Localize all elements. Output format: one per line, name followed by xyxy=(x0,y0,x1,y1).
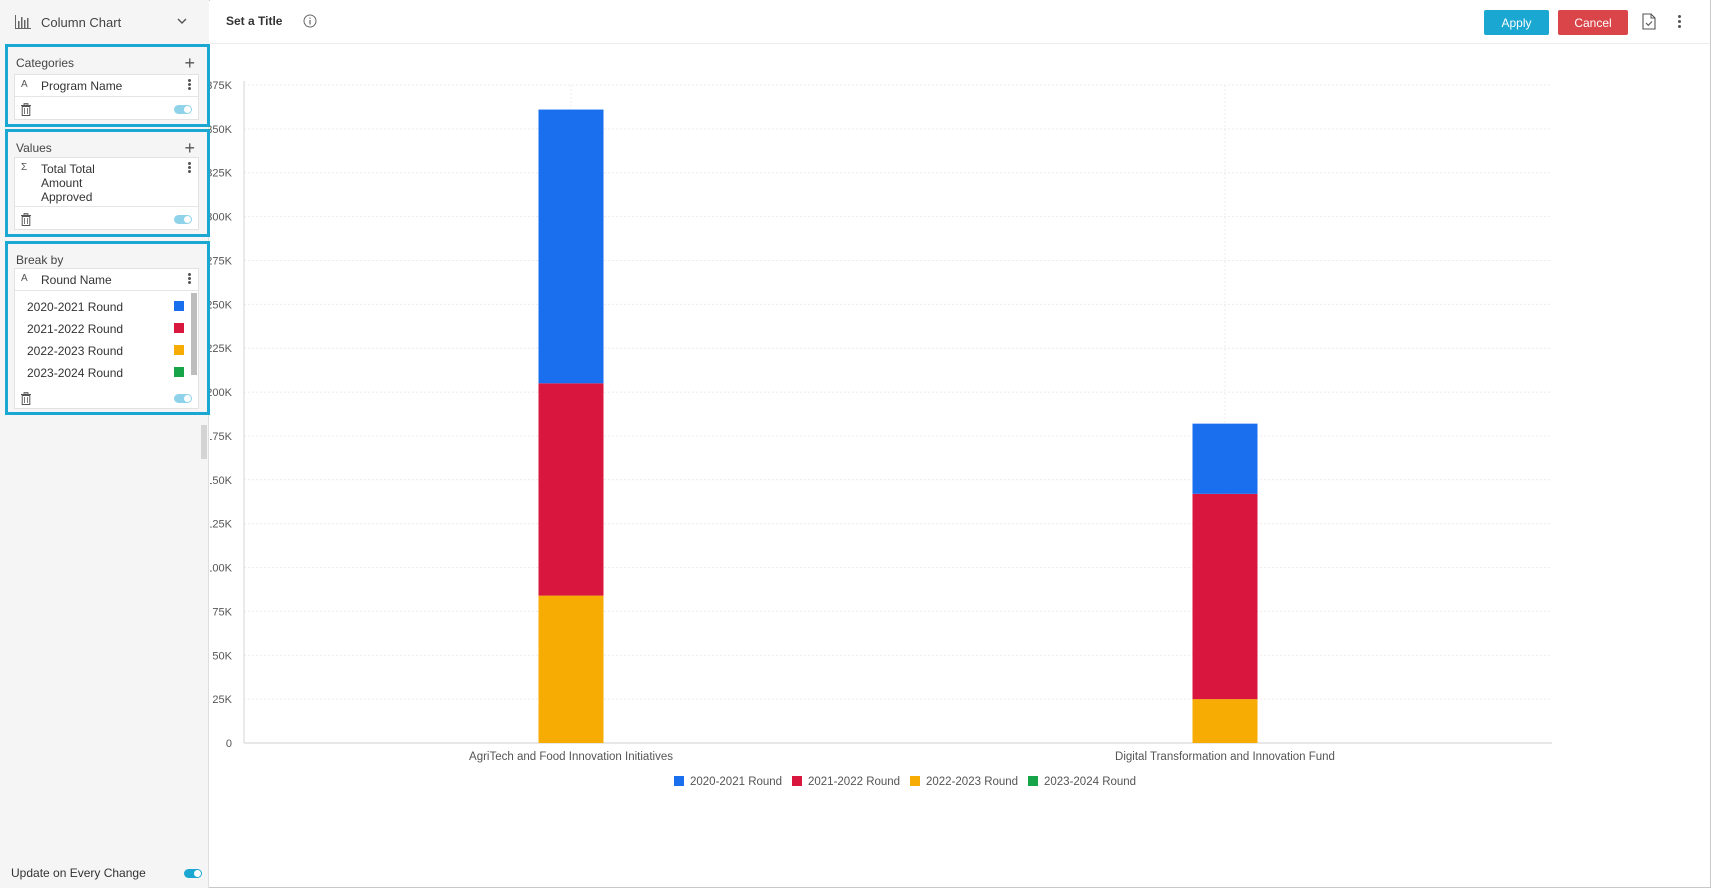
y-tick-label: 75K xyxy=(212,606,232,618)
sidebar: Column Chart Categories + A Program Name xyxy=(0,0,210,888)
y-tick-label: 50K xyxy=(212,650,232,662)
values-toggle[interactable] xyxy=(174,215,192,224)
bar-segment[interactable] xyxy=(1192,699,1258,743)
break-by-item-label: 2020-2021 Round xyxy=(27,300,124,314)
y-tick-label: 225K xyxy=(210,343,233,355)
update-on-change-label: Update on Every Change xyxy=(11,866,146,880)
add-category-button[interactable]: + xyxy=(184,53,195,73)
break-by-item-label: 2022-2023 Round xyxy=(27,344,124,358)
field-row[interactable]: A Round Name xyxy=(15,269,198,291)
y-tick-label: 125K xyxy=(210,519,233,531)
categories-title: Categories xyxy=(16,56,75,70)
field-menu-icon[interactable] xyxy=(188,78,192,92)
scrollbar[interactable] xyxy=(191,293,197,375)
chart-type-label: Column Chart xyxy=(41,14,122,30)
x-category-label: Digital Transformation and Innovation Fu… xyxy=(1115,751,1335,763)
break-by-title: Break by xyxy=(16,253,64,267)
chevron-down-icon[interactable] xyxy=(175,14,189,28)
more-options-icon[interactable] xyxy=(1678,15,1682,29)
column-chart: 0 25K 50K 75K 100K 125K 150K 175K 200K 225K 250K 27… xyxy=(210,80,1552,788)
y-tick-label: 300K xyxy=(210,212,233,224)
break-by-toggle[interactable] xyxy=(174,394,192,403)
sigma-icon: Σ xyxy=(21,162,28,173)
break-by-section: Break by A Round Name 2020-2021 Round 20… xyxy=(5,241,210,415)
field-menu-icon[interactable] xyxy=(188,161,192,175)
text-type-icon: A xyxy=(21,273,28,284)
add-value-button[interactable]: + xyxy=(184,138,195,158)
break-by-item-label: 2023-2024 Round xyxy=(27,366,124,380)
break-by-item-label: 2021-2022 Round xyxy=(27,322,124,336)
color-swatch[interactable] xyxy=(174,323,184,333)
value-field-line: Amount xyxy=(41,176,83,190)
cancel-button[interactable]: Cancel xyxy=(1558,10,1628,35)
trash-icon[interactable] xyxy=(20,392,32,405)
legend-swatch[interactable] xyxy=(792,776,802,786)
document-check-icon[interactable] xyxy=(1642,13,1656,30)
column-chart-icon xyxy=(15,15,31,29)
update-on-change-toggle[interactable] xyxy=(184,869,202,878)
y-tick-label: 0 xyxy=(226,738,232,750)
bar-segment[interactable] xyxy=(538,383,604,596)
value-field-name: Total Total Amount Approved xyxy=(41,162,95,204)
bar-segment[interactable] xyxy=(1192,423,1258,494)
legend-label[interactable]: 2020-2021 Round xyxy=(690,776,782,788)
values-field-card: Σ Total Total Amount Approved xyxy=(14,157,199,230)
break-by-item: 2022-2023 Round xyxy=(15,341,184,361)
categories-section: Categories + A Program Name xyxy=(5,44,210,127)
legend-label[interactable]: 2022-2023 Round xyxy=(926,776,1018,788)
category-field-name: Program Name xyxy=(41,79,123,93)
color-swatch[interactable] xyxy=(174,301,184,311)
legend-label[interactable]: 2023-2024 Round xyxy=(1044,776,1136,788)
break-by-item: 2023-2024 Round xyxy=(15,363,184,383)
y-tick-label: 25K xyxy=(212,694,232,706)
legend-swatch[interactable] xyxy=(910,776,920,786)
header-bar: Set a Title Apply Cancel xyxy=(210,0,1710,44)
value-field-line: Approved xyxy=(41,190,93,204)
y-tick-label: 275K xyxy=(210,255,233,267)
apply-button[interactable]: Apply xyxy=(1484,10,1549,35)
y-tick-label: 200K xyxy=(210,387,233,399)
y-tick-label: 150K xyxy=(210,475,233,487)
legend-swatch[interactable] xyxy=(1028,776,1038,786)
y-tick-label: 175K xyxy=(210,431,233,443)
trash-icon[interactable] xyxy=(20,213,32,226)
y-tick-label: 325K xyxy=(210,168,233,180)
x-category-label: AgriTech and Food Innovation Initiatives xyxy=(469,751,673,763)
value-field-line: Total Total xyxy=(41,162,95,176)
y-tick-label: 375K xyxy=(210,80,233,92)
field-row[interactable]: A Program Name xyxy=(15,75,198,97)
categories-toggle[interactable] xyxy=(174,105,192,114)
categories-field-card: A Program Name xyxy=(14,74,199,120)
y-tick-label: 100K xyxy=(210,563,233,575)
break-by-item: 2020-2021 Round xyxy=(15,297,184,317)
legend-label[interactable]: 2021-2022 Round xyxy=(808,776,900,788)
break-by-field-name: Round Name xyxy=(41,273,112,287)
break-by-field-card: A Round Name 2020-2021 Round 2021-2022 R… xyxy=(14,268,199,409)
text-type-icon: A xyxy=(21,79,28,90)
panel-resize-handle[interactable] xyxy=(201,425,207,459)
bar-segment[interactable] xyxy=(1192,493,1258,700)
y-tick-label: 250K xyxy=(210,299,233,311)
chart-type-selector[interactable]: Column Chart xyxy=(0,0,209,44)
values-section: Values + Σ Total Total Amount Approved xyxy=(5,129,210,237)
field-row[interactable]: Σ Total Total Amount Approved xyxy=(15,158,198,207)
values-title: Values xyxy=(16,141,52,155)
field-menu-icon[interactable] xyxy=(188,272,192,286)
chart-title[interactable]: Set a Title xyxy=(226,14,283,28)
info-icon[interactable] xyxy=(303,14,317,28)
legend-swatch[interactable] xyxy=(674,776,684,786)
trash-icon[interactable] xyxy=(20,103,32,116)
break-by-item: 2021-2022 Round xyxy=(15,319,184,339)
color-swatch[interactable] xyxy=(174,345,184,355)
color-swatch[interactable] xyxy=(174,367,184,377)
y-tick-label: 350K xyxy=(210,124,233,136)
bar-segment[interactable] xyxy=(538,109,604,384)
bar-segment[interactable] xyxy=(538,595,604,743)
